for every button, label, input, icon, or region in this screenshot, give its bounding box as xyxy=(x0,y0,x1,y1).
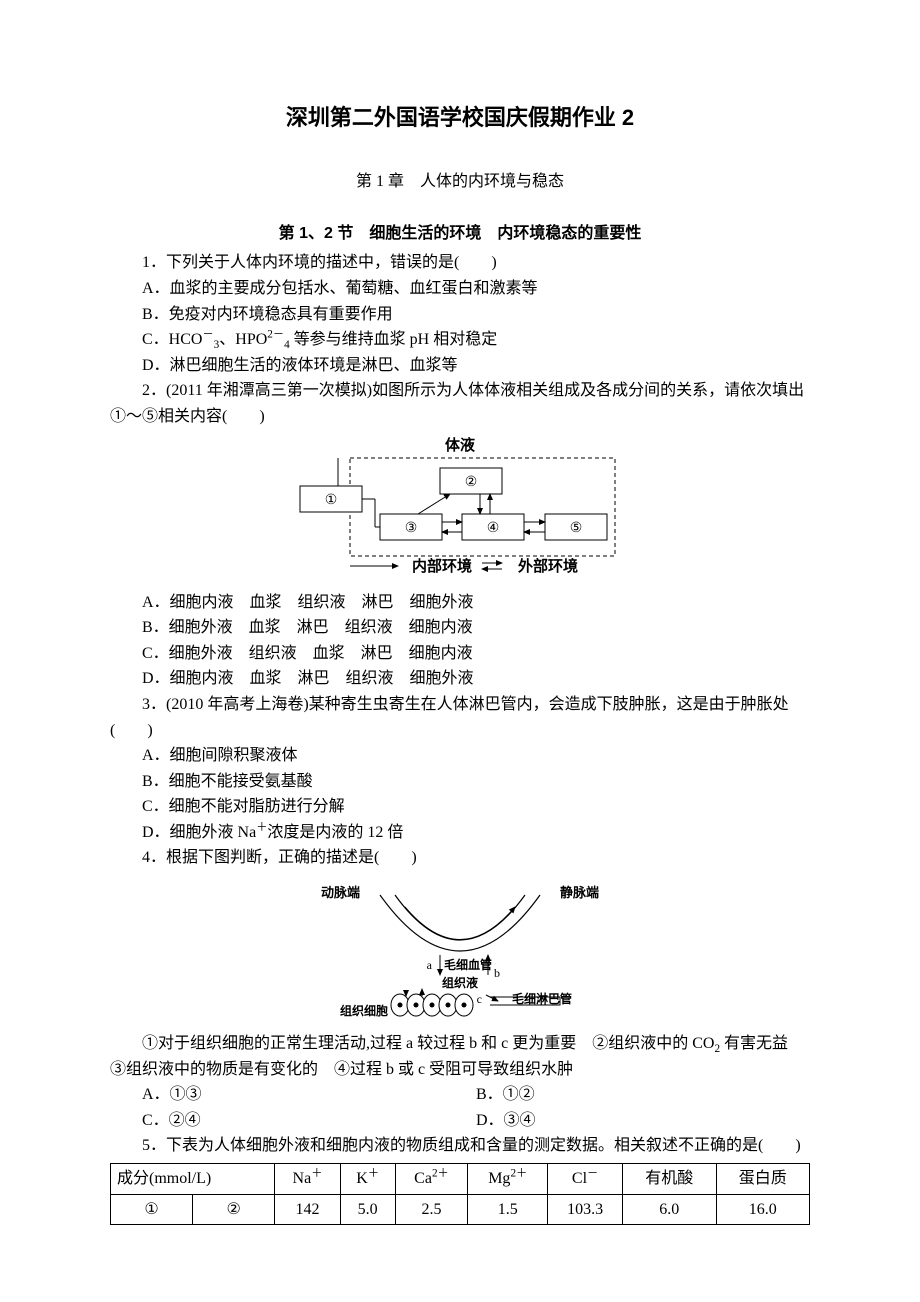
td-protein: 16.0 xyxy=(716,1194,809,1225)
q4-desc: ①对于组织细胞的正常生理活动,过程 a 较过程 b 和 c 更为重要 ②组织液中… xyxy=(110,1031,810,1082)
q4-opts-row1: A．①③ B．①② xyxy=(110,1082,810,1108)
q4-opts-row2: C．②④ D．③④ xyxy=(110,1108,810,1134)
arrow-3-2 xyxy=(418,494,450,514)
q3-stem: 3．(2010 年高考上海卷)某种寄生虫寄生在人体淋巴管内，会造成下肢肿胀，这是… xyxy=(110,692,810,743)
q3-opt-c: C．细胞不能对脂肪进行分解 xyxy=(110,794,810,820)
tissue-cells xyxy=(391,994,473,1016)
th-na: Na＋ xyxy=(275,1164,341,1195)
th-mg: Mg2＋ xyxy=(468,1164,548,1195)
q4-opt-d: D．③④ xyxy=(476,1108,810,1134)
cap-label: 毛细血管 xyxy=(444,957,492,972)
q2-opt-b: B．细胞外液 血浆 淋巴 组织液 细胞内液 xyxy=(110,615,810,641)
doc-title: 深圳第二外国语学校国庆假期作业 2 xyxy=(110,100,810,135)
q1-opt-b: B．免疫对内环境稳态具有重要作用 xyxy=(110,302,810,328)
th-acid: 有机酸 xyxy=(623,1164,716,1195)
td-na: 142 xyxy=(275,1194,341,1225)
th-k: K＋ xyxy=(340,1164,395,1195)
th-cl: Cl－ xyxy=(548,1164,623,1195)
box-3-label: ③ xyxy=(405,521,418,536)
q2-opt-c: C．细胞外液 组织液 血浆 淋巴 细胞内液 xyxy=(110,641,810,667)
a-label: a xyxy=(427,958,433,972)
arterial-label: 动脉端 xyxy=(321,885,360,900)
tissue-fluid-label: 组织液 xyxy=(442,975,478,990)
q5-stem: 5．下表为人体细胞外液和细胞内液的物质组成和含量的测定数据。相关叙述不正确的是(… xyxy=(110,1133,810,1159)
q1-opt-a: A．血浆的主要成分包括水、葡萄糖、血红蛋白和激素等 xyxy=(110,276,810,302)
q3-opt-a: A．细胞间隙积聚液体 xyxy=(110,743,810,769)
th-ca: Ca2＋ xyxy=(395,1164,468,1195)
q2-opt-a: A．细胞内液 血浆 组织液 淋巴 细胞外液 xyxy=(110,590,810,616)
td-cl: 103.3 xyxy=(548,1194,623,1225)
minus-sup: － xyxy=(202,329,213,341)
flow-arrow xyxy=(405,907,515,940)
td-k: 5.0 xyxy=(340,1194,395,1225)
q1-opt-c: C．HCO－3、HPO2－4 等参与维持血浆 pH 相对稳定 xyxy=(110,327,810,353)
box-4-label: ④ xyxy=(487,521,500,536)
q2-diagram: 体液 ① ② ③ ④ ⑤ 内部环境 外部环境 xyxy=(290,436,630,586)
tissue-cells-label: 组织细胞 xyxy=(340,1003,388,1018)
table-row: ① ② 142 5.0 2.5 1.5 103.3 6.0 16.0 xyxy=(111,1194,810,1225)
th-protein: 蛋白质 xyxy=(716,1164,809,1195)
b-label: b xyxy=(494,966,500,980)
twominus-sup: 2－ xyxy=(267,329,284,341)
q4-opt-b: B．①② xyxy=(476,1082,810,1108)
td-c2: ② xyxy=(193,1194,275,1225)
lymph-cap-label: 毛细淋巴管 xyxy=(512,991,572,1006)
cap-outer xyxy=(380,895,540,951)
q3-opt-b: B．细胞不能接受氨基酸 xyxy=(110,769,810,795)
three-sub: 3 xyxy=(214,339,220,351)
bottom-left-label: 内部环境 xyxy=(412,557,472,575)
arrow-c xyxy=(486,995,498,1001)
q1-c-post: 等参与维持血浆 pH 相对稳定 xyxy=(290,331,498,348)
td-mg: 1.5 xyxy=(468,1194,548,1225)
q1-c-pre: C．HCO xyxy=(142,331,202,348)
section-title: 第 1、2 节 细胞生活的环境 内环境稳态的重要性 xyxy=(110,221,810,247)
table-header-row: 成分(mmol/L) Na＋ K＋ Ca2＋ Mg2＋ Cl－ 有机酸 蛋白质 xyxy=(111,1164,810,1195)
q2-top-label: 体液 xyxy=(445,436,476,454)
box-2-label: ② xyxy=(465,475,478,490)
q4-opt-a: A．①③ xyxy=(142,1082,476,1108)
q4-diagram: 动脉端 静脉端 a 毛细血管 b 组织液 c 毛细淋巴管 组织细胞 xyxy=(310,877,610,1027)
box-5-label: ⑤ xyxy=(570,521,583,536)
q2-opt-d: D．细胞内液 血浆 淋巴 组织液 细胞外液 xyxy=(110,666,810,692)
td-acid: 6.0 xyxy=(623,1194,716,1225)
q4-opt-c: C．②④ xyxy=(142,1108,476,1134)
chapter-title: 第 1 章 人体的内环境与稳态 xyxy=(110,169,810,195)
venous-label: 静脉端 xyxy=(560,885,599,900)
c-label: c xyxy=(477,992,482,1006)
plus-sup: ＋ xyxy=(256,822,267,834)
box-1-label: ① xyxy=(325,493,338,508)
th-comp: 成分(mmol/L) xyxy=(111,1164,275,1195)
q3-opt-d: D．细胞外液 Na＋浓度是内液的 12 倍 xyxy=(110,820,810,846)
q2-stem: 2．(2011 年湘潭高三第一次模拟)如图所示为人体体液相关组成及各成分间的关系… xyxy=(110,378,810,429)
q3-d-post: 浓度是内液的 12 倍 xyxy=(267,824,403,841)
bottom-right-label: 外部环境 xyxy=(517,557,578,575)
q5-table: 成分(mmol/L) Na＋ K＋ Ca2＋ Mg2＋ Cl－ 有机酸 蛋白质 … xyxy=(110,1163,810,1225)
td-ca: 2.5 xyxy=(395,1194,468,1225)
q1-stem: 1．下列关于人体内环境的描述中，错误的是( ) xyxy=(110,250,810,276)
q4-desc-pre: ①对于组织细胞的正常生理活动,过程 a 较过程 b 和 c 更为重要 ②组织液中… xyxy=(142,1035,714,1052)
td-c1: ① xyxy=(111,1194,193,1225)
q1-opt-d: D．淋巴细胞生活的液体环境是淋巴、血浆等 xyxy=(110,353,810,379)
q4-stem: 4．根据下图判断，正确的描述是( ) xyxy=(110,845,810,871)
q3-d-pre: D．细胞外液 Na xyxy=(142,824,256,841)
